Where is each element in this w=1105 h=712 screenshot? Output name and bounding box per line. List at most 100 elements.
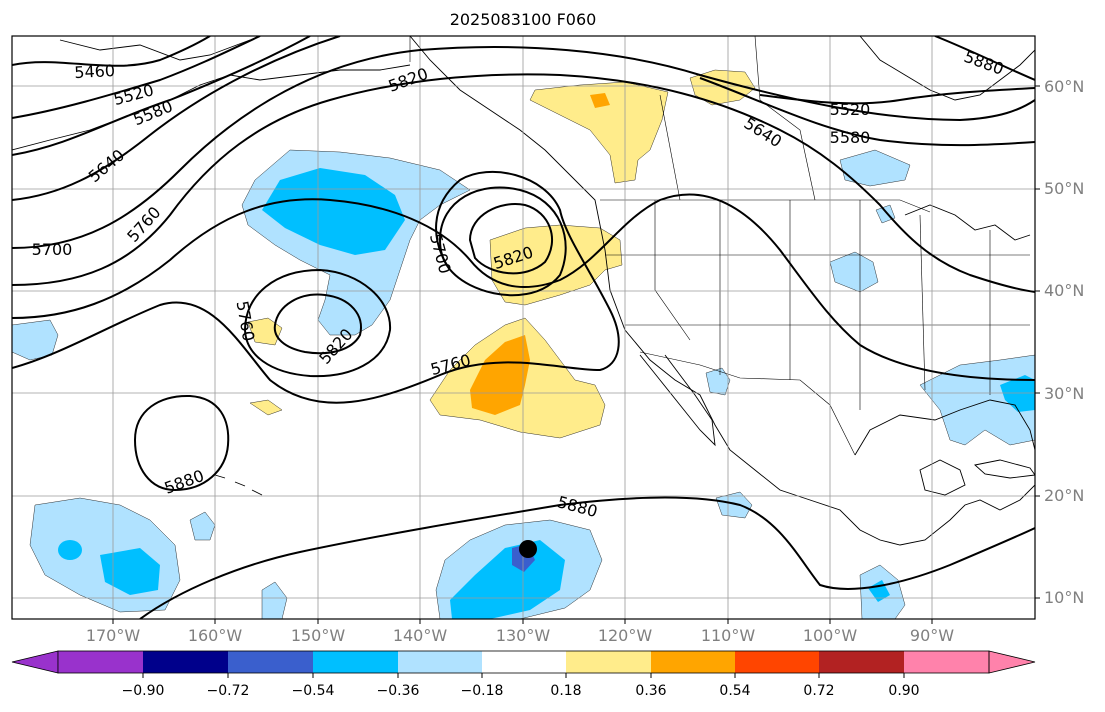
longitude-label: 130°W: [495, 626, 551, 645]
pos-anomaly-canada-core: [590, 93, 610, 108]
colorbar-tick-label: 0.36: [635, 683, 667, 699]
colorbar-segment: [228, 651, 313, 673]
contour-label: 5700: [32, 240, 73, 259]
contour-5880-south: [139, 496, 1035, 619]
contour-label: 5580: [830, 128, 871, 147]
gulf-coast: [854, 399, 1035, 456]
contour-5820-low-west: [243, 268, 392, 378]
contour-5580-west: [12, 36, 311, 156]
colorbar-tick-label: −0.72: [206, 683, 250, 699]
contour-label: 5880: [962, 47, 1007, 79]
contour-label: 5880: [555, 492, 599, 521]
north-america-coast: [409, 36, 1035, 546]
alaska-coast: [12, 64, 411, 151]
colorbar-segment: [651, 651, 735, 673]
contour-label: 5640: [741, 113, 786, 151]
contour-label: 5760: [233, 299, 259, 342]
pos-anomaly-tiny: [249, 399, 283, 416]
contour-5520-west: [12, 36, 261, 119]
colorbar-segment: [58, 651, 143, 673]
latitude-label: 30°N: [1044, 384, 1085, 403]
contour-5640-east: [699, 77, 1035, 147]
colorbar-segment: [819, 651, 904, 673]
anomaly-shading: [12, 69, 1035, 619]
contour-5580-east: [759, 87, 1035, 105]
axis-ticks: [112, 85, 1040, 624]
colorbar-segment: [566, 651, 651, 673]
contour-5880-main: [12, 171, 620, 404]
neg-anomaly-tropical-core: [450, 540, 565, 619]
hawaii-islands: [214, 474, 263, 496]
longitude-label: 160°W: [187, 626, 243, 645]
colorbar-segment: [398, 651, 482, 673]
canada-province-1: [754, 36, 816, 201]
longitude-label: 120°W: [597, 626, 653, 645]
neg-anomaly-small-1: [58, 540, 82, 560]
contour-label: 5820: [386, 64, 431, 96]
political-borders: [409, 36, 1030, 456]
pos-anomaly-subtropical-core: [470, 335, 530, 415]
colorbar-tick-label: −0.36: [376, 683, 420, 699]
longitude-label: 90°W: [909, 626, 955, 645]
contour-5520-east: [934, 36, 1035, 81]
contour-label: 5520: [830, 100, 871, 119]
neg-anomaly-central-plains: [829, 251, 879, 293]
graticule: [12, 36, 1035, 619]
contour-5760-low-west: [273, 293, 362, 355]
latitude-label: 20°N: [1044, 486, 1085, 505]
height-contours: [12, 36, 1035, 619]
neg-anomaly-small-2: [189, 511, 216, 541]
neg-anomaly-mexico-pacific: [715, 491, 753, 519]
colorbar-tick-label: −0.90: [121, 683, 165, 699]
longitude-label: 150°W: [290, 626, 346, 645]
contour-label: 5880: [162, 466, 207, 498]
colorbar-tick-label: 0.90: [888, 683, 920, 699]
longitude-label: 100°W: [802, 626, 858, 645]
us-canada-border: [600, 199, 931, 213]
longitude-label: 140°W: [392, 626, 448, 645]
contour-5820-low-ring: [438, 186, 567, 297]
contour-label: 5760: [123, 203, 164, 246]
neg-anomaly-gulf-alaska-core: [262, 168, 405, 255]
colorbar-segment: [735, 651, 819, 673]
contour-5760-west: [12, 73, 1035, 293]
state-line-1: [654, 200, 691, 341]
contour-5640-west: [12, 36, 341, 201]
alaska-north: [59, 39, 251, 61]
contour-5880-high-closed: [133, 394, 230, 492]
latitude-label: 40°N: [1044, 281, 1085, 300]
latitude-label: 50°N: [1044, 179, 1085, 198]
colorbar-tick-label: 0.18: [550, 683, 582, 699]
colorbar-frame: [57, 650, 990, 674]
contour-5460: [12, 36, 211, 67]
longitude-label: 110°W: [700, 626, 756, 645]
pos-anomaly-west-small: [247, 317, 283, 346]
latitude-label: 60°N: [1044, 77, 1085, 96]
longitude-label: 170°W: [85, 626, 141, 645]
colorbar-segment: [904, 651, 989, 673]
neg-anomaly-lakes: [875, 204, 896, 224]
colorbar-segment: [482, 651, 566, 673]
yucatan-coast: [919, 459, 966, 496]
canada-province-2: [659, 94, 681, 201]
contour-label: 5460: [74, 61, 116, 82]
us-mexico-border: [639, 351, 856, 456]
great-lakes: [904, 204, 1031, 241]
colorbar-segment: [143, 651, 228, 673]
contour-5760-cutoff: [468, 203, 554, 275]
contour-label: 5700: [426, 231, 455, 275]
storm-position-marker: [519, 540, 537, 558]
colorbar-tick-label: −0.18: [460, 683, 504, 699]
colorbar-extend-low: [11, 650, 59, 674]
latitude-label: 10°N: [1044, 588, 1085, 607]
neg-anomaly-hawaii-sw-core: [100, 548, 160, 595]
contour-5820-main: [12, 193, 1035, 381]
colorbar-tick-label: −0.54: [291, 683, 335, 699]
colorbar-ticks: [142, 673, 905, 678]
neg-anomaly-gulf-coast-core: [1000, 375, 1035, 412]
neg-anomaly-canada: [839, 149, 911, 187]
chart-title: 2025083100 F060: [449, 10, 597, 29]
colorbar-tick-label: 0.54: [719, 683, 751, 699]
neg-anomaly-baja: [705, 367, 731, 396]
